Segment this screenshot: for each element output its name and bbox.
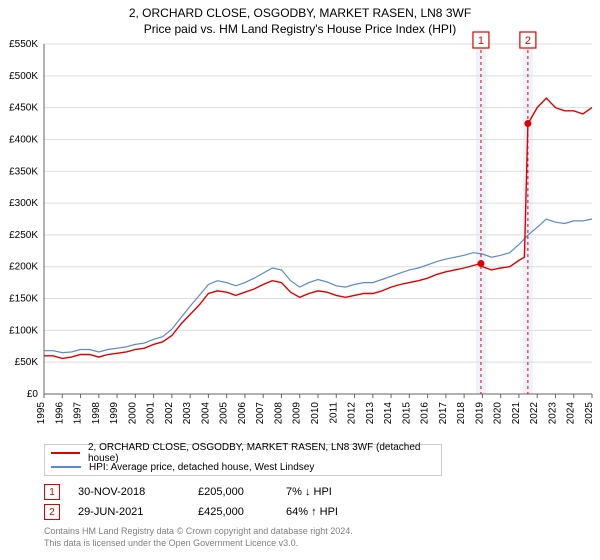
svg-text:£100K: £100K [9, 325, 38, 336]
legend-swatch-1 [51, 466, 81, 468]
sale-date-1: 29-JUN-2021 [78, 506, 198, 518]
svg-text:2023: 2023 [547, 402, 558, 425]
sale-price-1: £425,000 [198, 506, 286, 518]
svg-text:£150K: £150K [9, 294, 38, 305]
svg-text:2003: 2003 [182, 402, 193, 425]
sales-table: 1 30-NOV-2018 £205,000 7% ↓ HPI 2 29-JUN… [44, 482, 386, 522]
svg-text:£500K: £500K [9, 71, 38, 82]
footer-line-1: Contains HM Land Registry data © Crown c… [44, 526, 353, 538]
svg-text:2019: 2019 [474, 402, 485, 425]
svg-text:£300K: £300K [9, 198, 38, 209]
sale-marker-box-0: 1 [44, 484, 60, 500]
svg-text:2017: 2017 [438, 402, 449, 425]
legend-label-1: HPI: Average price, detached house, West… [89, 462, 314, 473]
svg-text:£450K: £450K [9, 103, 38, 114]
svg-text:2018: 2018 [456, 402, 467, 425]
sale-row-1: 2 29-JUN-2021 £425,000 64% ↑ HPI [44, 502, 386, 522]
footer-line-2: This data is licensed under the Open Gov… [44, 538, 353, 550]
svg-text:2007: 2007 [255, 402, 266, 425]
svg-text:2000: 2000 [127, 402, 138, 425]
svg-text:2014: 2014 [383, 402, 394, 425]
svg-text:1998: 1998 [91, 402, 102, 425]
footer-attribution: Contains HM Land Registry data © Crown c… [44, 526, 353, 549]
svg-text:2005: 2005 [219, 402, 230, 425]
sale-price-0: £205,000 [198, 486, 286, 498]
legend-swatch-0 [51, 452, 80, 454]
svg-text:2008: 2008 [273, 402, 284, 425]
svg-text:2001: 2001 [146, 402, 157, 425]
svg-text:£250K: £250K [9, 230, 38, 241]
svg-text:2: 2 [525, 35, 531, 47]
svg-text:2012: 2012 [347, 402, 358, 425]
sale-date-0: 30-NOV-2018 [78, 486, 198, 498]
svg-text:1995: 1995 [36, 402, 47, 425]
svg-text:2025: 2025 [584, 402, 595, 425]
svg-text:2021: 2021 [511, 402, 522, 425]
svg-text:£550K: £550K [9, 39, 38, 50]
sale-pct-0: 7% ↓ HPI [286, 486, 386, 498]
svg-text:2022: 2022 [529, 402, 540, 425]
sale-num-1: 2 [49, 507, 55, 518]
title-line-1: 2, ORCHARD CLOSE, OSGODBY, MARKET RASEN,… [0, 0, 600, 20]
title-line-2: Price paid vs. HM Land Registry's House … [0, 20, 600, 40]
svg-text:2009: 2009 [292, 402, 303, 425]
svg-text:2016: 2016 [420, 402, 431, 425]
svg-text:1996: 1996 [54, 402, 65, 425]
svg-text:£200K: £200K [9, 262, 38, 273]
svg-text:£0: £0 [27, 389, 39, 400]
svg-text:2015: 2015 [401, 402, 412, 425]
svg-text:2020: 2020 [493, 402, 504, 425]
svg-text:2002: 2002 [164, 402, 175, 425]
sale-marker-box-1: 2 [44, 504, 60, 520]
svg-text:2013: 2013 [365, 402, 376, 425]
svg-text:2011: 2011 [328, 402, 339, 424]
svg-text:£50K: £50K [15, 357, 39, 368]
legend-row-0: 2, ORCHARD CLOSE, OSGODBY, MARKET RASEN,… [51, 446, 441, 460]
sale-row-0: 1 30-NOV-2018 £205,000 7% ↓ HPI [44, 482, 386, 502]
legend-row-1: HPI: Average price, detached house, West… [51, 460, 441, 474]
svg-text:2010: 2010 [310, 402, 321, 425]
svg-text:£400K: £400K [9, 134, 38, 145]
svg-text:1997: 1997 [73, 402, 84, 425]
svg-text:2024: 2024 [566, 402, 577, 425]
sale-num-0: 1 [49, 487, 55, 498]
legend-box: 2, ORCHARD CLOSE, OSGODBY, MARKET RASEN,… [44, 444, 442, 476]
sale-pct-1: 64% ↑ HPI [286, 506, 386, 518]
svg-text:2006: 2006 [237, 402, 248, 425]
svg-text:£350K: £350K [9, 166, 38, 177]
svg-text:1: 1 [478, 35, 484, 47]
svg-text:2004: 2004 [200, 402, 211, 425]
svg-text:1999: 1999 [109, 402, 120, 425]
price-chart: £0£50K£100K£150K£200K£250K£300K£350K£400… [44, 44, 592, 414]
